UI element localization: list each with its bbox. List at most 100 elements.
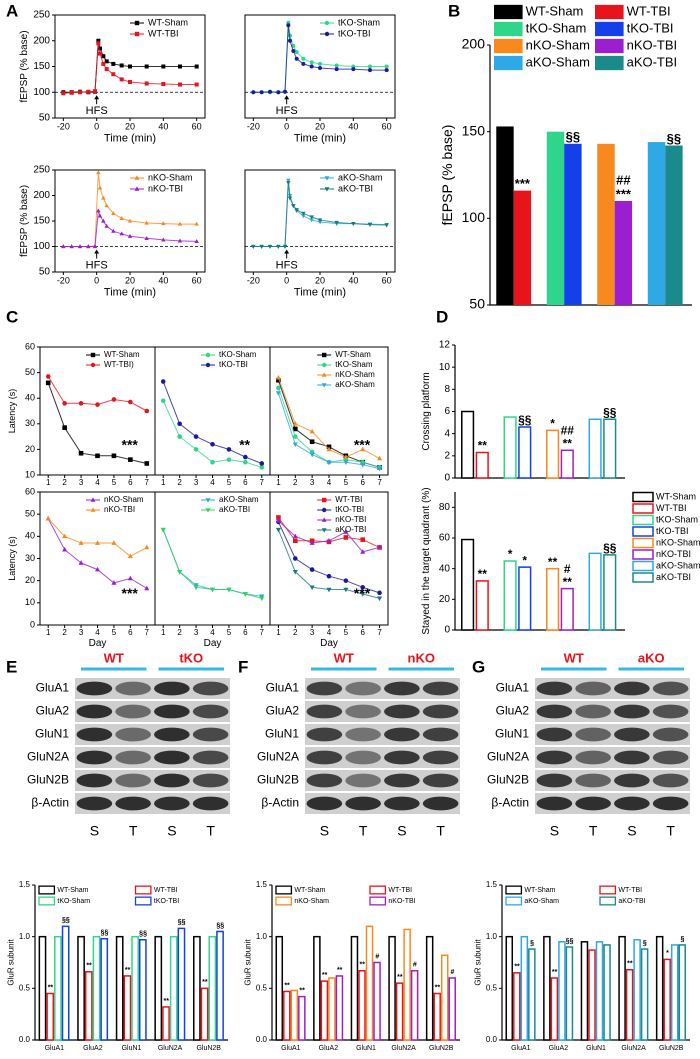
- marker: [127, 575, 133, 581]
- y-tick-label: 150: [462, 122, 486, 138]
- y-tick-label: 250: [33, 165, 50, 176]
- y-tick-label: 40: [25, 393, 35, 403]
- x-tick-label: 7: [145, 628, 150, 637]
- bar: [77, 935, 85, 1041]
- marker: [127, 233, 133, 238]
- blot-band: [76, 704, 113, 719]
- marker: [210, 459, 215, 465]
- marker: [104, 223, 109, 228]
- legend-label: aKO-Sham: [526, 54, 590, 69]
- blot-strip: [75, 793, 230, 814]
- legend-swatch: [632, 491, 654, 503]
- lane-label: T: [206, 823, 215, 839]
- bar: [603, 944, 611, 1041]
- x-tick-label: GluN1: [586, 1045, 606, 1052]
- x-tick-label: GluN1: [122, 1045, 142, 1052]
- marker: [210, 441, 215, 447]
- blot-band: [652, 704, 689, 719]
- y-tick-label: 80: [439, 502, 451, 513]
- x-tick-label: 0: [94, 275, 99, 285]
- annotation: §§: [62, 917, 70, 924]
- marker: [351, 67, 356, 72]
- marker: [259, 90, 264, 95]
- marker: [97, 185, 103, 190]
- marker: [317, 218, 323, 223]
- blot-row-label: GluA1: [266, 681, 300, 695]
- marker: [111, 61, 116, 66]
- blot-band: [345, 704, 381, 719]
- annotation: ##: [616, 172, 631, 187]
- marker: [90, 362, 96, 368]
- blot-band: [384, 681, 420, 696]
- y-tick-label: 0.0: [256, 1035, 268, 1044]
- blot-band: [575, 773, 611, 788]
- x-tick-label: 20: [125, 121, 135, 131]
- legend-swatch: [632, 560, 654, 572]
- marker: [301, 211, 306, 216]
- annotation: §§: [216, 922, 224, 929]
- marker: [128, 64, 132, 69]
- marker: [288, 38, 292, 43]
- marker: [111, 453, 117, 459]
- legend-label: tKO-Sham: [338, 17, 380, 27]
- blot-row-label: GluA2: [496, 704, 530, 718]
- bar: [670, 944, 679, 1041]
- y-tick-label: 0.5: [486, 983, 498, 992]
- marker: [317, 220, 323, 225]
- marker: [45, 374, 51, 379]
- legend-label: aKO-TBI: [618, 898, 645, 905]
- legend-label: tKO-Sham: [656, 514, 698, 524]
- bar: [546, 429, 560, 479]
- x-tick-label: 20: [125, 275, 135, 285]
- plot-frame: [39, 491, 156, 626]
- marker: [259, 465, 265, 470]
- y-tick-label: 60: [25, 486, 35, 496]
- bar: [395, 982, 404, 1041]
- x-tick-label: 7: [145, 478, 150, 487]
- x-tick-label: GluN1: [356, 1045, 376, 1052]
- marker: [78, 560, 84, 565]
- blot-band: [652, 773, 689, 788]
- marker: [96, 38, 101, 43]
- marker: [275, 527, 281, 533]
- marker: [111, 210, 116, 215]
- blot-band: [115, 704, 151, 719]
- bar: [655, 935, 664, 1041]
- x-tick-label: 2: [177, 478, 182, 487]
- legend-swatch: [134, 896, 152, 906]
- legend-swatch: [38, 885, 56, 895]
- marker: [276, 385, 281, 391]
- legend-label: nKO-Sham: [148, 172, 193, 182]
- annotation: #: [375, 953, 379, 960]
- bar: [588, 949, 596, 1041]
- blot-band: [384, 773, 420, 788]
- bar: [46, 992, 55, 1041]
- marker: [161, 237, 166, 242]
- marker: [326, 460, 332, 465]
- y-tick-label: 12: [439, 340, 451, 351]
- annotation-arrowhead: [94, 249, 100, 254]
- blot-band: [575, 704, 611, 719]
- bar: [518, 566, 532, 631]
- bar: [640, 948, 649, 1041]
- x-tick-label: 6: [360, 628, 365, 637]
- x-axis-label: Day: [89, 638, 107, 649]
- blot-row-label: GluN1: [35, 727, 69, 741]
- annotation: **: [435, 984, 441, 991]
- y-tick-label: 200: [33, 190, 50, 201]
- marker: [77, 244, 83, 249]
- marker: [282, 244, 288, 249]
- annotation: **: [322, 972, 328, 979]
- annotation: HFS: [86, 259, 108, 271]
- marker: [178, 82, 182, 87]
- x-tick-label: 20: [315, 275, 325, 285]
- annotation: **: [284, 982, 290, 989]
- marker: [360, 462, 366, 468]
- lane-label: S: [550, 823, 559, 839]
- blot-strip: [305, 793, 460, 814]
- bar: [513, 190, 532, 305]
- legend-swatch: [275, 885, 293, 895]
- y-axis-label: Latency (s): [7, 536, 17, 581]
- y-axis-label: Stayed in the target quadrant (%): [421, 487, 432, 634]
